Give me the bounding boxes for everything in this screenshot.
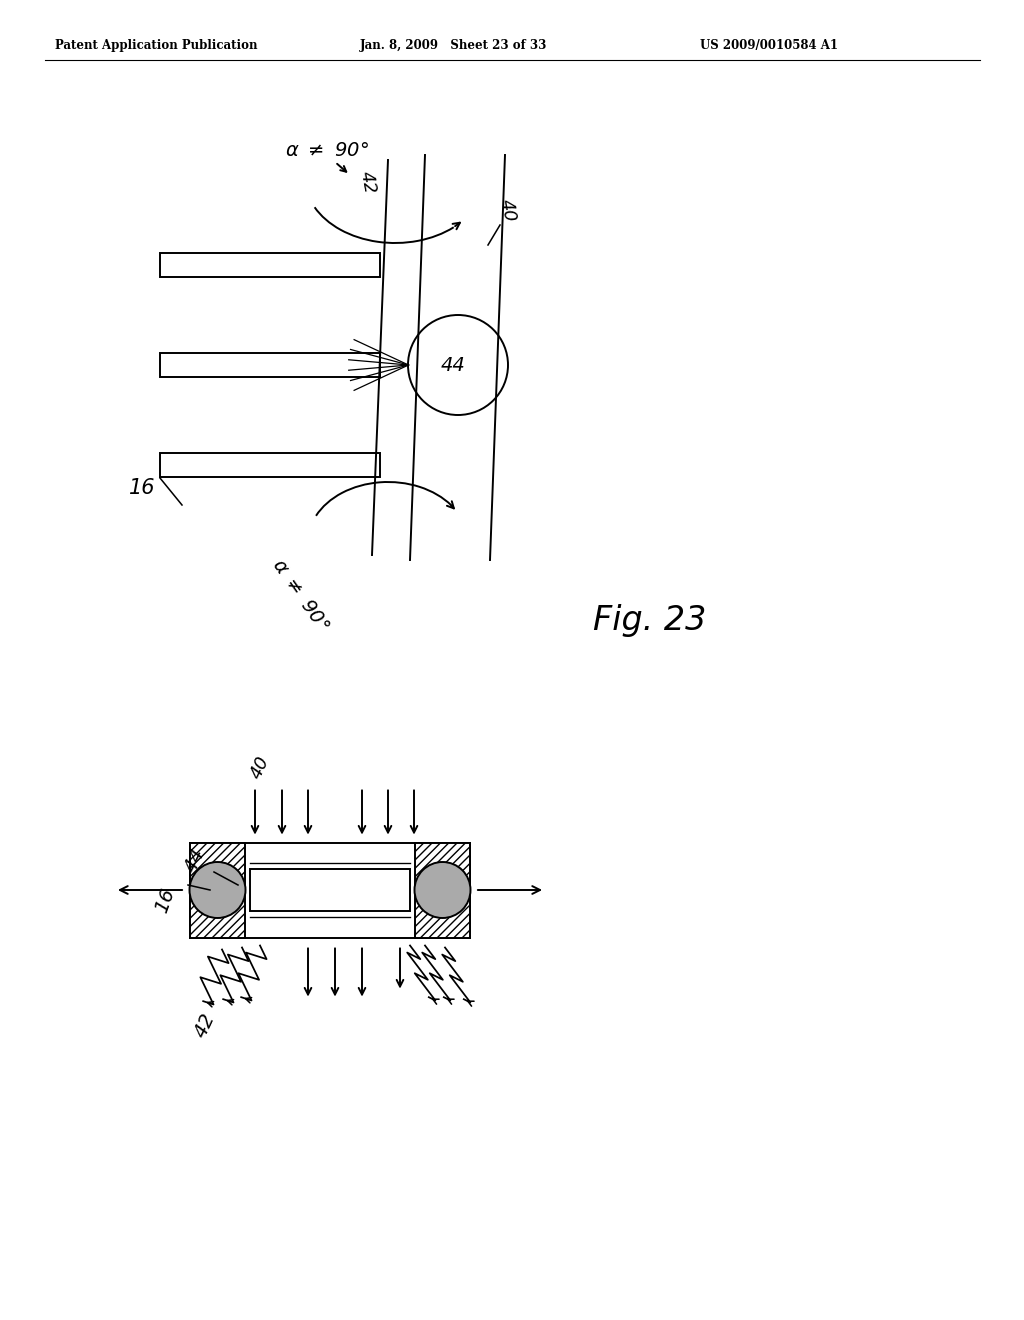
Circle shape — [415, 862, 470, 917]
Text: $\alpha$ $\neq$ 90°: $\alpha$ $\neq$ 90° — [285, 140, 369, 160]
Bar — [160, 352, 380, 378]
Bar — [250, 869, 410, 911]
Text: US 2009/0010584 A1: US 2009/0010584 A1 — [700, 38, 838, 51]
Text: 40: 40 — [247, 754, 273, 781]
Text: 42: 42 — [357, 169, 379, 195]
Text: $\alpha$ $\neq$ 90°: $\alpha$ $\neq$ 90° — [268, 556, 332, 635]
Bar — [160, 253, 380, 277]
Text: Fig. 23: Fig. 23 — [593, 603, 707, 636]
Text: Jan. 8, 2009   Sheet 23 of 33: Jan. 8, 2009 Sheet 23 of 33 — [360, 38, 548, 51]
Text: 16: 16 — [152, 886, 178, 915]
Text: 40: 40 — [497, 197, 519, 223]
Text: 42: 42 — [191, 1010, 219, 1040]
Bar — [190, 842, 245, 937]
Circle shape — [189, 862, 246, 917]
Bar — [190, 842, 470, 937]
Text: Patent Application Publication: Patent Application Publication — [55, 38, 257, 51]
Text: 44: 44 — [181, 845, 209, 875]
Text: 16: 16 — [129, 478, 156, 498]
Text: 44: 44 — [440, 355, 465, 375]
Bar — [415, 842, 470, 937]
Bar — [160, 453, 380, 477]
